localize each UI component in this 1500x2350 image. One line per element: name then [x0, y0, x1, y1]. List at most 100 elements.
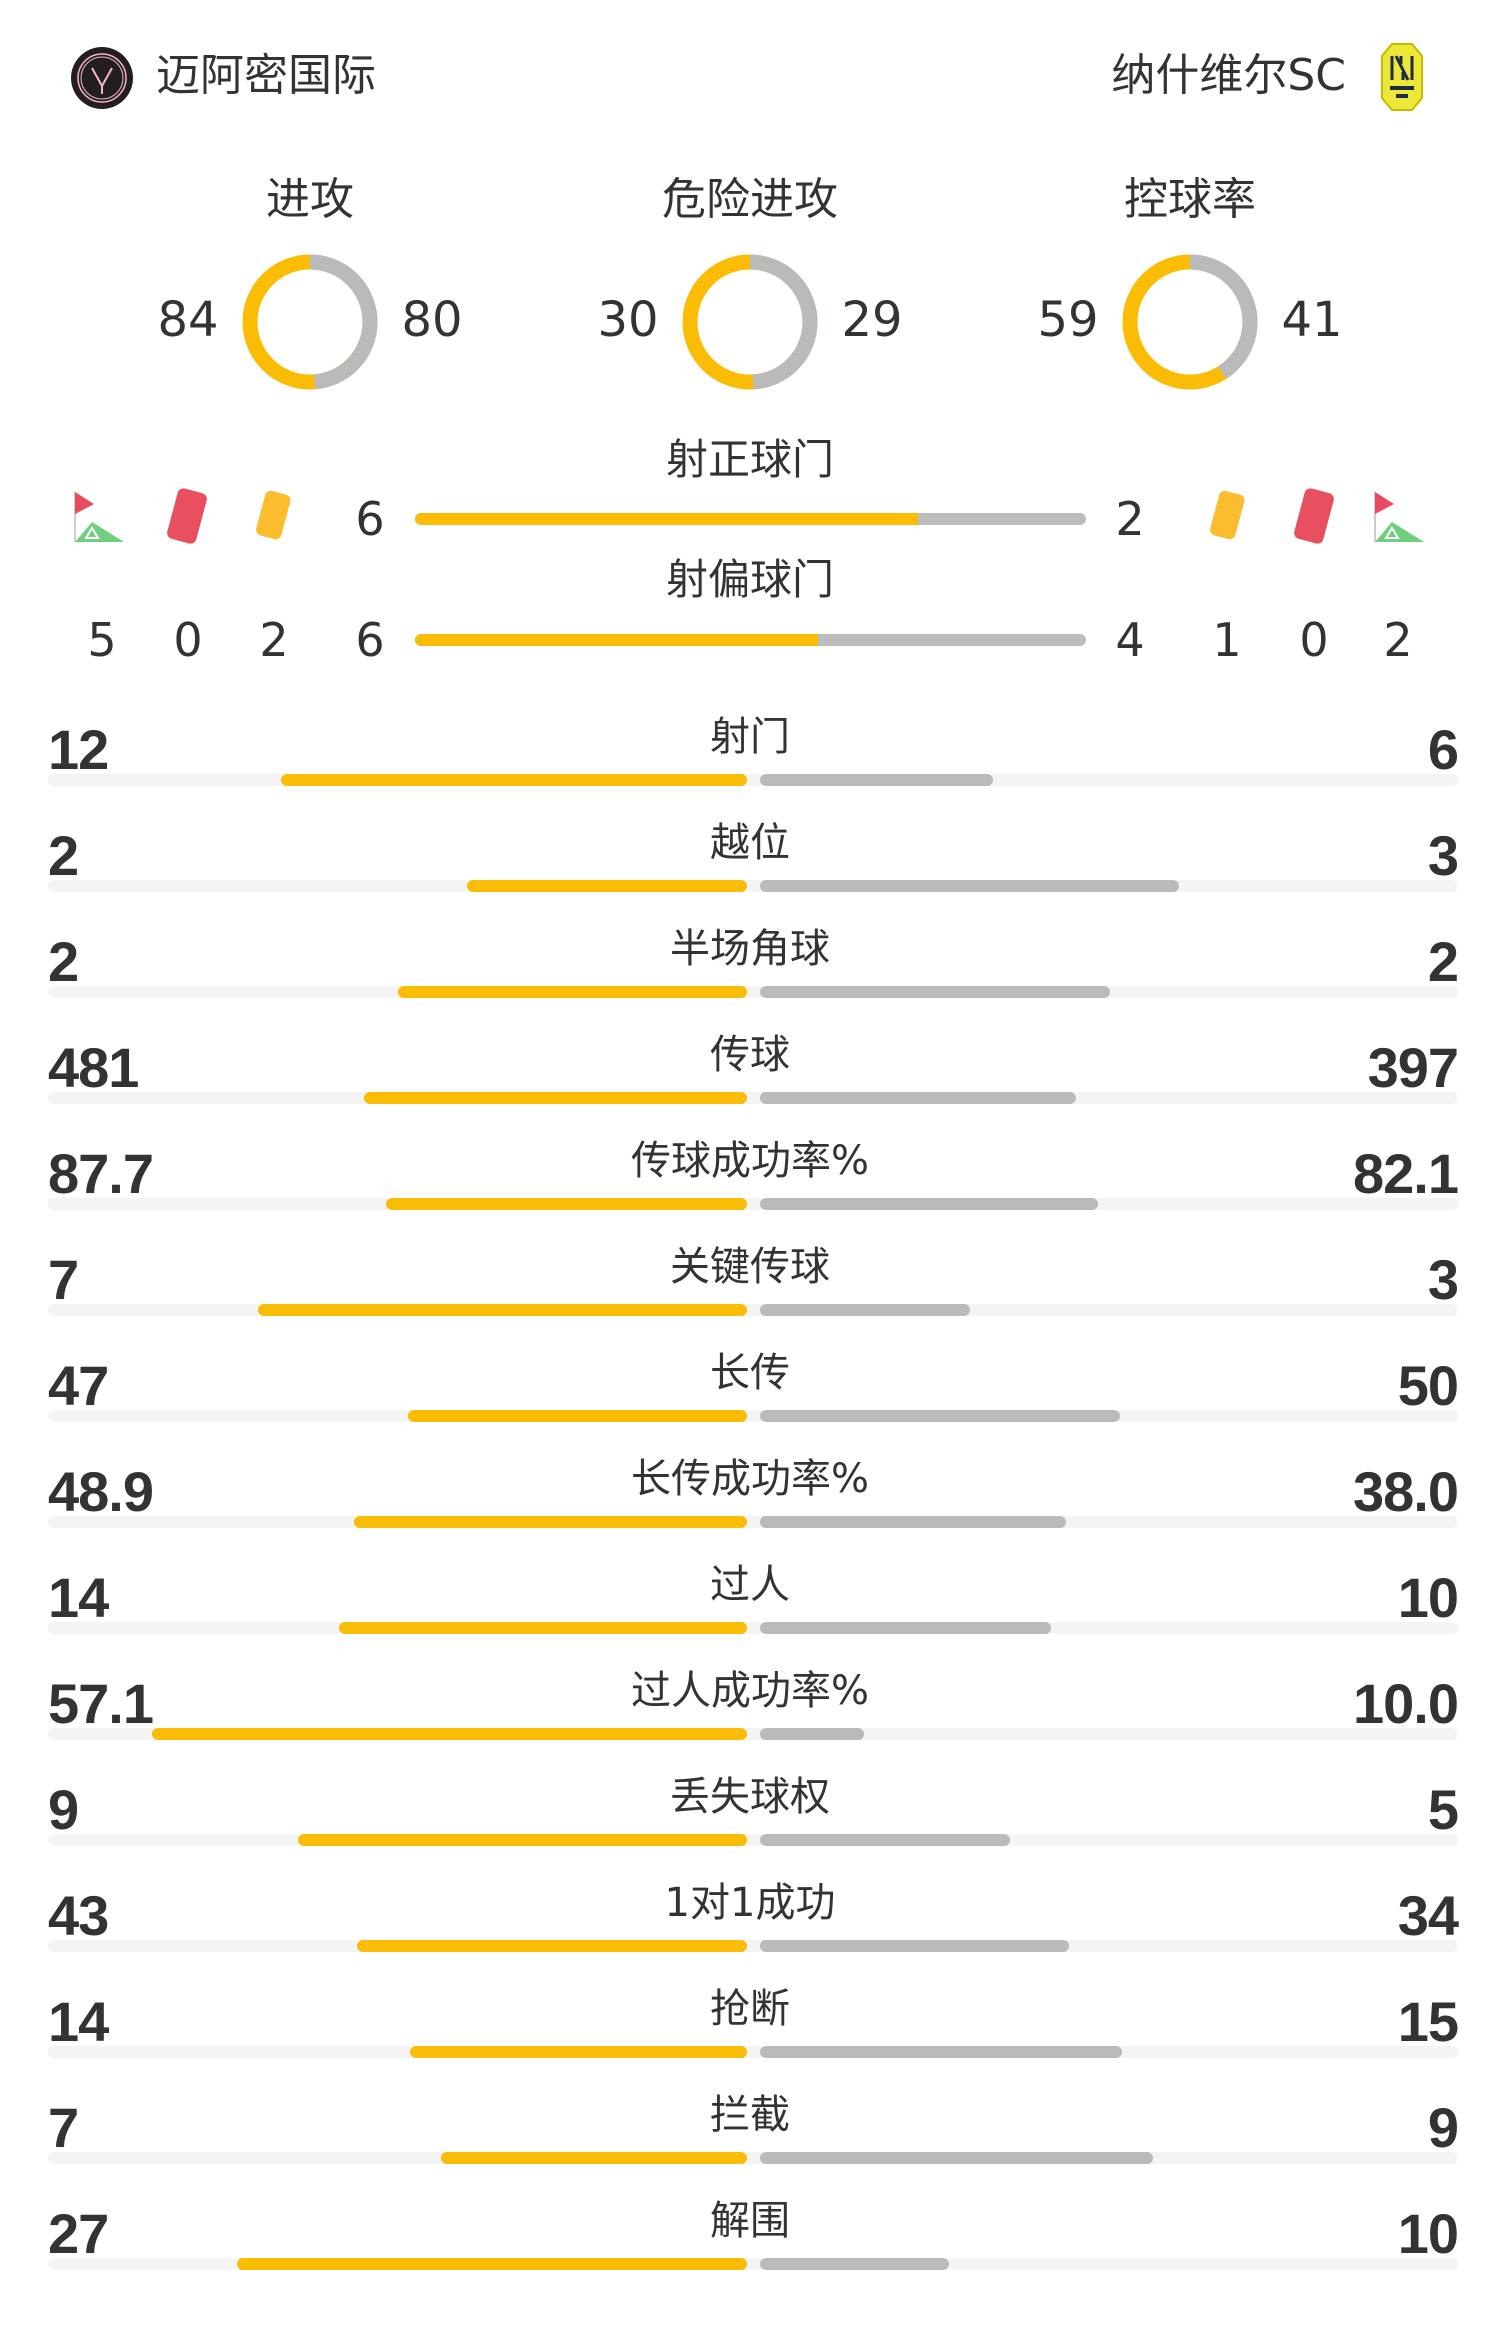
stat-bar-home — [408, 1410, 747, 1422]
stat-away-value: 6 — [1427, 718, 1459, 781]
stat-bar-track — [48, 2152, 1458, 2164]
stat-home-value: 7 — [48, 1248, 79, 1311]
stat-bar-home — [257, 1304, 747, 1316]
donut-home-value: 30 — [597, 292, 659, 348]
donut-away-value: 41 — [1281, 292, 1343, 348]
stat-away-value: 3 — [1427, 1248, 1459, 1311]
stat-home-value: 27 — [48, 2202, 109, 2265]
stat-label: 1对1成功 — [664, 1880, 836, 1926]
donut-title: 进攻 — [266, 174, 354, 225]
stat-label: 过人成功率% — [630, 1668, 869, 1714]
stat-away-value: 15 — [1397, 1990, 1459, 2053]
stat-label: 长传 — [710, 1350, 790, 1396]
stat-label: 关键传球 — [670, 1244, 830, 1290]
shots-off-home: 6 — [355, 613, 385, 667]
stat-home-value: 87.7 — [48, 1142, 154, 1205]
stat-bar-track — [48, 1092, 1458, 1104]
stat-bar-away — [760, 986, 1110, 998]
stat-bar-home — [356, 1940, 747, 1952]
stat-away-value: 10 — [1397, 1566, 1459, 1629]
stat-bar-home — [339, 1622, 747, 1634]
stat-bar-away — [760, 1728, 865, 1740]
stat-label: 丢失球权 — [670, 1774, 830, 1820]
corner-flag-icon — [72, 488, 126, 548]
stat-bar-home — [441, 2152, 747, 2164]
shots-off-target-home-fill — [415, 634, 818, 646]
stat-bar-track — [48, 880, 1458, 892]
shots-on-target-home-fill — [415, 513, 919, 525]
stat-bar-home — [152, 1728, 747, 1740]
stat-bar-home — [236, 2258, 747, 2270]
shots-off-target-bar — [415, 634, 1086, 646]
stat-bar-track — [48, 1834, 1458, 1846]
stat-away-value: 38.0 — [1353, 1460, 1459, 1523]
donut-away-arc — [1122, 254, 1258, 390]
donut-away-arc — [682, 254, 818, 390]
stat-home-value: 47 — [48, 1354, 109, 1417]
away-yellow-cards: 1 — [1212, 613, 1242, 667]
stat-label: 过人 — [710, 1562, 790, 1608]
stat-bar-away — [760, 1410, 1121, 1422]
stat-home-value: 2 — [48, 824, 79, 887]
stat-away-value: 397 — [1367, 1036, 1459, 1099]
stat-away-value: 10.0 — [1353, 1672, 1459, 1735]
donut-home-value: 84 — [157, 292, 219, 348]
stat-bar-track — [48, 1410, 1458, 1422]
stat-home-value: 14 — [48, 1566, 109, 1629]
stat-bar-home — [385, 1198, 747, 1210]
stat-bar-home — [397, 986, 747, 998]
donut-chart — [680, 252, 820, 392]
stat-bar-track — [48, 1198, 1458, 1210]
stat-home-value: 2 — [48, 930, 79, 993]
donut-home-value: 59 — [1037, 292, 1099, 348]
stat-bar-track — [48, 1940, 1458, 1952]
stat-label: 射门 — [710, 714, 790, 760]
stat-bar-home — [281, 774, 747, 786]
stat-bar-away — [760, 880, 1180, 892]
shots-on-target-label: 射正球门 — [665, 435, 834, 484]
away-team-name: 纳什维尔SC — [1111, 50, 1346, 101]
shots-off-away: 4 — [1115, 613, 1145, 667]
away-corners: 2 — [1383, 613, 1413, 667]
red-card-icon — [160, 484, 214, 544]
stat-away-value: 10 — [1397, 2202, 1459, 2265]
stat-away-value: 34 — [1397, 1884, 1459, 1947]
stat-label: 传球 — [710, 1032, 790, 1078]
shots-on-home: 6 — [355, 492, 385, 546]
donut-away-value: 80 — [401, 292, 463, 348]
stat-bar-home — [353, 1516, 747, 1528]
stat-bar-away — [760, 2258, 949, 2270]
red-card-icon — [1287, 484, 1341, 544]
stat-label: 拦截 — [710, 2092, 790, 2138]
stat-bar-away — [760, 1834, 1010, 1846]
stat-home-value: 14 — [48, 1990, 109, 2053]
stat-away-value: 2 — [1427, 930, 1459, 993]
home-red-cards: 0 — [173, 613, 203, 667]
stat-bar-home — [297, 1834, 747, 1846]
shots-on-target-bar — [415, 513, 1086, 525]
home-team-name: 迈阿密国际 — [156, 50, 376, 101]
stat-bar-away — [760, 2152, 1154, 2164]
shots-off-target-label: 射偏球门 — [665, 555, 834, 604]
stat-bar-home — [467, 880, 747, 892]
donut-away-value: 29 — [841, 292, 903, 348]
stat-home-value: 43 — [48, 1884, 109, 1947]
stat-home-value: 481 — [48, 1036, 139, 1099]
stat-bar-away — [760, 1304, 970, 1316]
stat-home-value: 9 — [48, 1778, 79, 1841]
stat-home-value: 48.9 — [48, 1460, 154, 1523]
stat-bar-away — [760, 1516, 1066, 1528]
stat-away-value: 9 — [1427, 2096, 1459, 2159]
stat-home-value: 12 — [48, 718, 109, 781]
stat-home-value: 7 — [48, 2096, 79, 2159]
donut-chart — [240, 252, 380, 392]
home-yellow-cards: 2 — [259, 613, 289, 667]
stat-bar-away — [760, 1622, 1052, 1634]
stat-home-value: 57.1 — [48, 1672, 154, 1735]
home-corners: 5 — [87, 613, 117, 667]
stat-away-value: 3 — [1427, 824, 1459, 887]
stat-bar-track — [48, 774, 1458, 786]
shots-on-away: 2 — [1115, 492, 1145, 546]
corner-flag-icon — [1372, 488, 1426, 548]
donut-title: 控球率 — [1124, 174, 1256, 225]
